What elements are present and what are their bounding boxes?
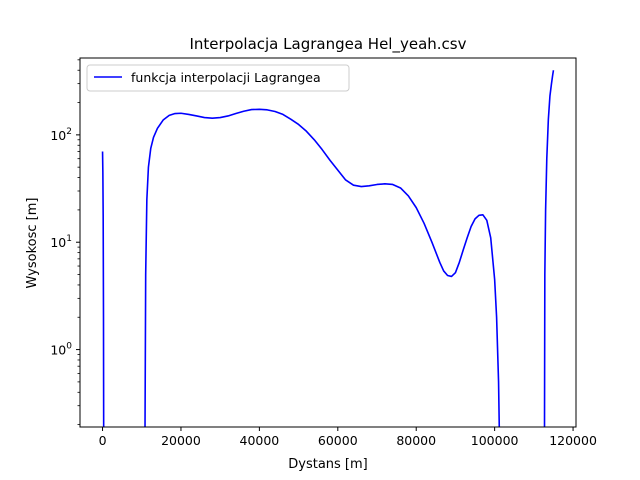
series-line-segment	[144, 108, 501, 427]
chart-title: Interpolacja Lagrangea Hel_yeah.csv	[190, 35, 467, 54]
legend-label: funkcja interpolacji Lagrangea	[131, 70, 321, 85]
x-axis: 0 20000 40000 60000 80000 100000 120000	[99, 427, 597, 448]
x-tick-label: 80000	[396, 433, 436, 448]
x-tick-label: 0	[99, 433, 107, 448]
y-axis-label: Wysokosc [m]	[25, 198, 40, 289]
y-tick-label: 101	[50, 234, 72, 250]
x-tick-label: 20000	[161, 433, 201, 448]
series-layer	[101, 70, 555, 427]
series-line-segment	[101, 151, 105, 427]
legend-box	[86, 64, 350, 92]
x-axis-label: Dystans [m]	[288, 457, 368, 472]
series-line-segment	[543, 70, 555, 427]
x-tick-label: 100000	[471, 433, 519, 448]
y-tick-label: 102	[50, 127, 72, 143]
x-tick-label: 40000	[240, 433, 280, 448]
legend: funkcja interpolacji Lagrangea	[86, 64, 350, 92]
plot-frame	[79, 57, 577, 428]
x-tick-label: 120000	[549, 433, 597, 448]
y-axis: 100 101 102	[50, 59, 80, 426]
x-tick-label: 60000	[318, 433, 358, 448]
y-tick-label: 100	[50, 342, 72, 358]
